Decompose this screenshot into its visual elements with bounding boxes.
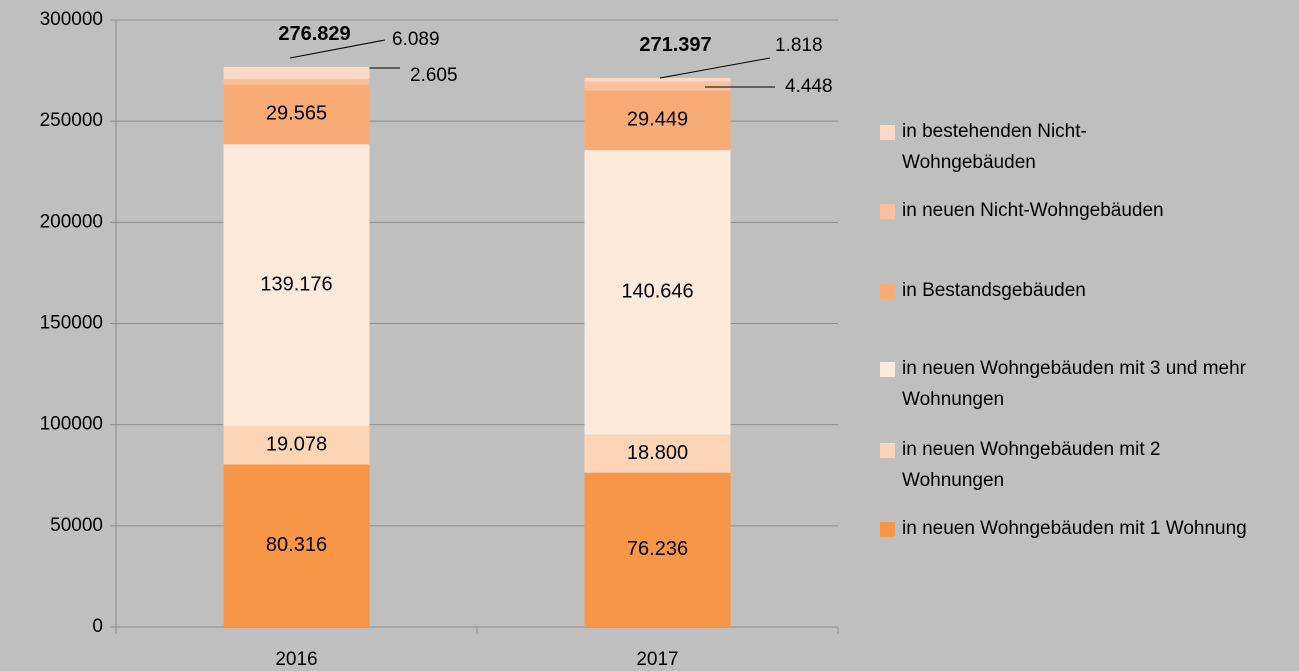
legend-swatch [880, 443, 895, 458]
data-label: 76.236 [627, 538, 688, 560]
bar-segment [584, 434, 731, 473]
legend-swatch [880, 125, 895, 140]
legend-label: in Bestandsgebäuden [902, 280, 1086, 301]
data-label: 140.646 [621, 281, 693, 303]
data-label: 18.800 [627, 442, 688, 464]
y-tick-label: 200000 [40, 211, 103, 232]
bar-segment [584, 150, 731, 435]
bar-segment [223, 84, 370, 145]
x-tick-label: 2017 [636, 649, 678, 670]
legend-item: in Bestandsgebäuden [880, 275, 1299, 306]
total-label: 271.397 [639, 34, 711, 56]
bar-segment [584, 472, 731, 627]
leader-line [289, 39, 386, 59]
bar-segment [223, 66, 370, 80]
bar-segment [223, 79, 370, 85]
bar-segment [584, 90, 731, 151]
legend-item: in neuen Wohngebäuden mit 3 und mehr Woh… [880, 353, 1299, 415]
data-label: 2.605 [410, 65, 458, 86]
bar-segment [223, 144, 370, 426]
y-tick-label: 50000 [50, 515, 103, 536]
legend-item: in neuen Wohngebäuden mit 1 Wohnung [880, 513, 1247, 544]
legend-item: in neuen Wohngebäuden mit 2 Wohnungen [880, 434, 1247, 496]
bar-segment [584, 77, 731, 82]
legend-label: in neuen Wohngebäuden mit 3 und mehr Woh… [902, 358, 1247, 410]
data-label: 4.448 [785, 76, 833, 97]
bar-segment [223, 425, 370, 465]
y-tick-label: 0 [92, 616, 103, 637]
legend-item: in bestehenden Nicht-Wohngebäuden [880, 116, 1162, 178]
legend-item: in neuen Nicht-Wohngebäuden [880, 195, 1299, 226]
legend-swatch [880, 362, 895, 377]
y-tick-label: 250000 [40, 110, 103, 131]
bar-segment [223, 464, 370, 627]
legend-label: in bestehenden Nicht-Wohngebäuden [902, 121, 1087, 173]
data-label: 1.818 [775, 35, 823, 56]
data-label: 29.449 [627, 109, 688, 131]
y-tick-label: 100000 [40, 414, 103, 435]
legend-label: in neuen Nicht-Wohngebäuden [902, 200, 1164, 221]
legend-swatch [880, 522, 895, 537]
x-tick-label: 2016 [275, 649, 317, 670]
data-label: 29.565 [266, 103, 327, 125]
legend-label: in neuen Wohngebäuden mit 1 Wohnung [902, 518, 1247, 539]
legend-label: in neuen Wohngebäuden mit 2 Wohnungen [902, 439, 1161, 491]
y-tick-label: 300000 [40, 9, 103, 30]
y-tick-label: 150000 [40, 313, 103, 334]
data-label: 80.316 [266, 534, 327, 556]
bar-segment [584, 81, 731, 91]
data-label: 139.176 [260, 273, 332, 295]
data-label: 19.078 [266, 433, 327, 455]
data-label: 6.089 [392, 29, 440, 50]
leader-line [659, 57, 771, 79]
legend-swatch [880, 204, 895, 219]
legend-swatch [880, 284, 895, 299]
total-label: 276.829 [278, 23, 350, 45]
